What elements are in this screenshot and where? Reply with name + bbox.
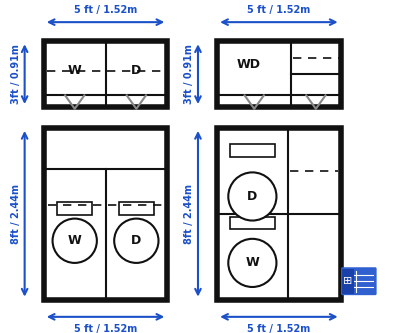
Text: 3ft / 0.91m: 3ft / 0.91m <box>11 44 21 104</box>
Text: WD: WD <box>236 58 260 71</box>
Bar <box>342 269 354 294</box>
Bar <box>44 41 167 107</box>
Bar <box>229 145 275 157</box>
Text: W: W <box>68 64 82 77</box>
Text: D: D <box>131 64 141 77</box>
Text: D: D <box>131 234 141 247</box>
Bar <box>119 202 154 215</box>
Circle shape <box>53 218 97 263</box>
Bar <box>57 202 92 215</box>
Text: 5 ft / 1.52m: 5 ft / 1.52m <box>74 324 137 333</box>
Circle shape <box>228 172 276 220</box>
Text: 8ft / 2.44m: 8ft / 2.44m <box>11 184 21 244</box>
Text: 5 ft / 1.52m: 5 ft / 1.52m <box>74 5 137 15</box>
Text: 5 ft / 1.52m: 5 ft / 1.52m <box>247 5 310 15</box>
Text: 8ft / 2.44m: 8ft / 2.44m <box>184 184 194 244</box>
Text: W: W <box>68 234 82 247</box>
Text: 5 ft / 1.52m: 5 ft / 1.52m <box>247 324 310 333</box>
Bar <box>229 217 275 229</box>
Text: W: W <box>246 256 259 269</box>
Text: 3ft / 0.91m: 3ft / 0.91m <box>184 44 194 104</box>
Circle shape <box>228 239 276 287</box>
Circle shape <box>114 218 158 263</box>
Bar <box>217 128 340 299</box>
FancyBboxPatch shape <box>341 267 376 295</box>
Text: ⊞: ⊞ <box>343 276 353 286</box>
Bar <box>44 128 167 299</box>
Text: D: D <box>247 190 258 203</box>
Bar <box>217 41 340 107</box>
